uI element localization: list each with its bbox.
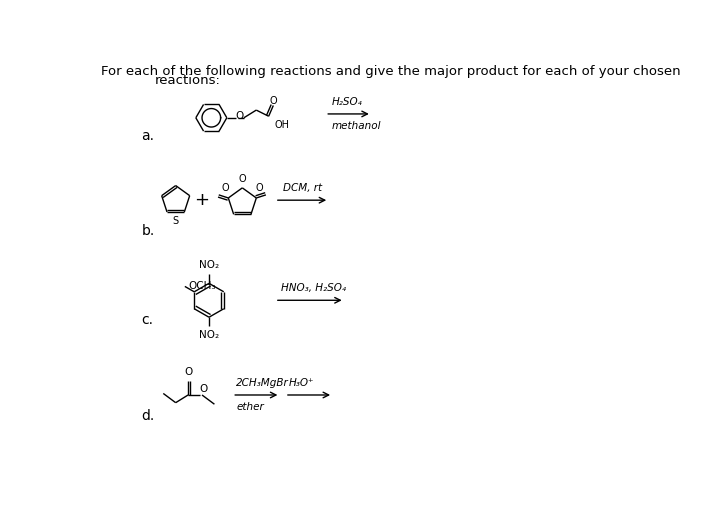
Text: OH: OH <box>275 120 290 130</box>
Text: H₂SO₄: H₂SO₄ <box>331 97 362 107</box>
Text: c.: c. <box>141 313 154 327</box>
Text: O: O <box>256 183 264 193</box>
Text: O: O <box>238 174 246 184</box>
Text: 2CH₃MgBr: 2CH₃MgBr <box>236 378 289 388</box>
Text: +: + <box>194 191 209 209</box>
Text: O: O <box>200 384 208 394</box>
Text: O: O <box>269 96 277 106</box>
Text: NO₂: NO₂ <box>199 330 219 340</box>
Text: ether: ether <box>236 402 264 412</box>
Text: For each of the following reactions and give the major product for each of your : For each of the following reactions and … <box>101 65 681 78</box>
Text: b.: b. <box>141 224 155 238</box>
Text: reactions:: reactions: <box>155 74 220 87</box>
Text: NO₂: NO₂ <box>199 260 219 270</box>
Text: O: O <box>236 112 244 122</box>
Text: HNO₃, H₂SO₄: HNO₃, H₂SO₄ <box>281 284 346 294</box>
Text: O: O <box>185 367 193 377</box>
Text: d.: d. <box>141 409 155 423</box>
Text: a.: a. <box>141 128 154 143</box>
Text: OCH₃: OCH₃ <box>188 281 215 291</box>
Text: methanol: methanol <box>331 121 381 131</box>
Text: H₃O⁺: H₃O⁺ <box>289 378 314 388</box>
Text: S: S <box>173 216 178 226</box>
Text: DCM, rt: DCM, rt <box>283 183 322 193</box>
Text: O: O <box>221 183 229 193</box>
